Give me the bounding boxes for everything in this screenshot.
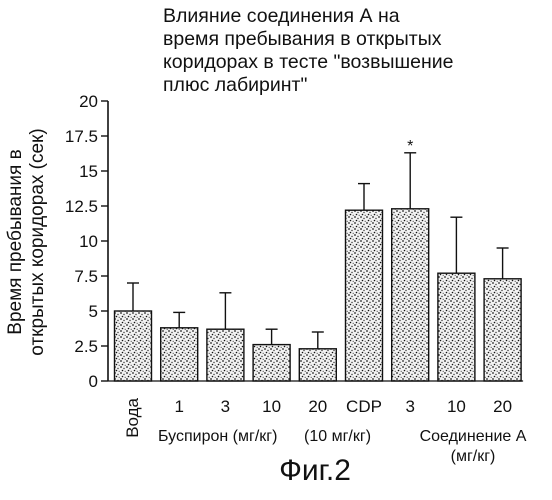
significance-marker: * bbox=[407, 138, 413, 155]
y-tick-label: 5 bbox=[89, 302, 98, 321]
chart-title-line: время пребывания в открытых bbox=[163, 28, 442, 50]
x-category-label: 20 bbox=[493, 397, 512, 416]
x-group-label: (мг/кг) bbox=[451, 448, 496, 465]
x-category-label: 3 bbox=[405, 397, 414, 416]
x-category-label: CDP bbox=[346, 397, 382, 416]
bars: * bbox=[108, 138, 523, 381]
x-category-label: 20 bbox=[308, 397, 327, 416]
figure-caption: Фиг.2 bbox=[279, 454, 351, 487]
y-tick-label: 15 bbox=[79, 162, 98, 181]
bar bbox=[346, 210, 383, 381]
bar bbox=[299, 349, 336, 381]
bar bbox=[438, 273, 475, 381]
chart-title: Влияние соединения А навремя пребывания … bbox=[163, 5, 453, 96]
x-group-label: (10 мг/кг) bbox=[304, 428, 371, 445]
y-tick-label: 0 bbox=[89, 372, 98, 391]
bar bbox=[392, 209, 429, 381]
x-category-label: 10 bbox=[447, 397, 466, 416]
x-category-label: Вода bbox=[123, 397, 142, 437]
y-tick-label: 7.5 bbox=[74, 267, 98, 286]
y-tick-label: 2.5 bbox=[74, 337, 98, 356]
bar bbox=[484, 279, 521, 381]
y-tick-label: 20 bbox=[79, 92, 98, 111]
y-tick-label: 10 bbox=[79, 232, 98, 251]
x-group-label: Соединение А bbox=[420, 428, 527, 445]
chart-title-line: Влияние соединения А на bbox=[163, 5, 400, 27]
chart-title-line: коридорах в тесте "возвышение bbox=[163, 51, 453, 73]
bar bbox=[207, 329, 244, 381]
x-category-label: 3 bbox=[221, 397, 230, 416]
y-axis-label: Время пребывания воткрытых коридорах (се… bbox=[5, 128, 48, 355]
chart-title-line: плюс лабиринт" bbox=[163, 74, 307, 96]
y-tick-label: 17.5 bbox=[65, 127, 98, 146]
bar bbox=[115, 311, 152, 381]
x-category-label: 1 bbox=[174, 397, 183, 416]
bar bbox=[161, 328, 198, 381]
x-category-label: 10 bbox=[262, 397, 281, 416]
y-tick-label: 12.5 bbox=[65, 197, 98, 216]
bar bbox=[253, 345, 290, 381]
y-axis-label-line: Время пребывания в bbox=[5, 149, 26, 334]
y-axis-label-line: открытых коридорах (сек) bbox=[27, 128, 48, 355]
y-axis: 0 2.5 5 7.5 10 12.5 15 17.5 20 bbox=[65, 92, 108, 391]
x-group-label: Буспирон (мг/кг) bbox=[158, 428, 277, 445]
